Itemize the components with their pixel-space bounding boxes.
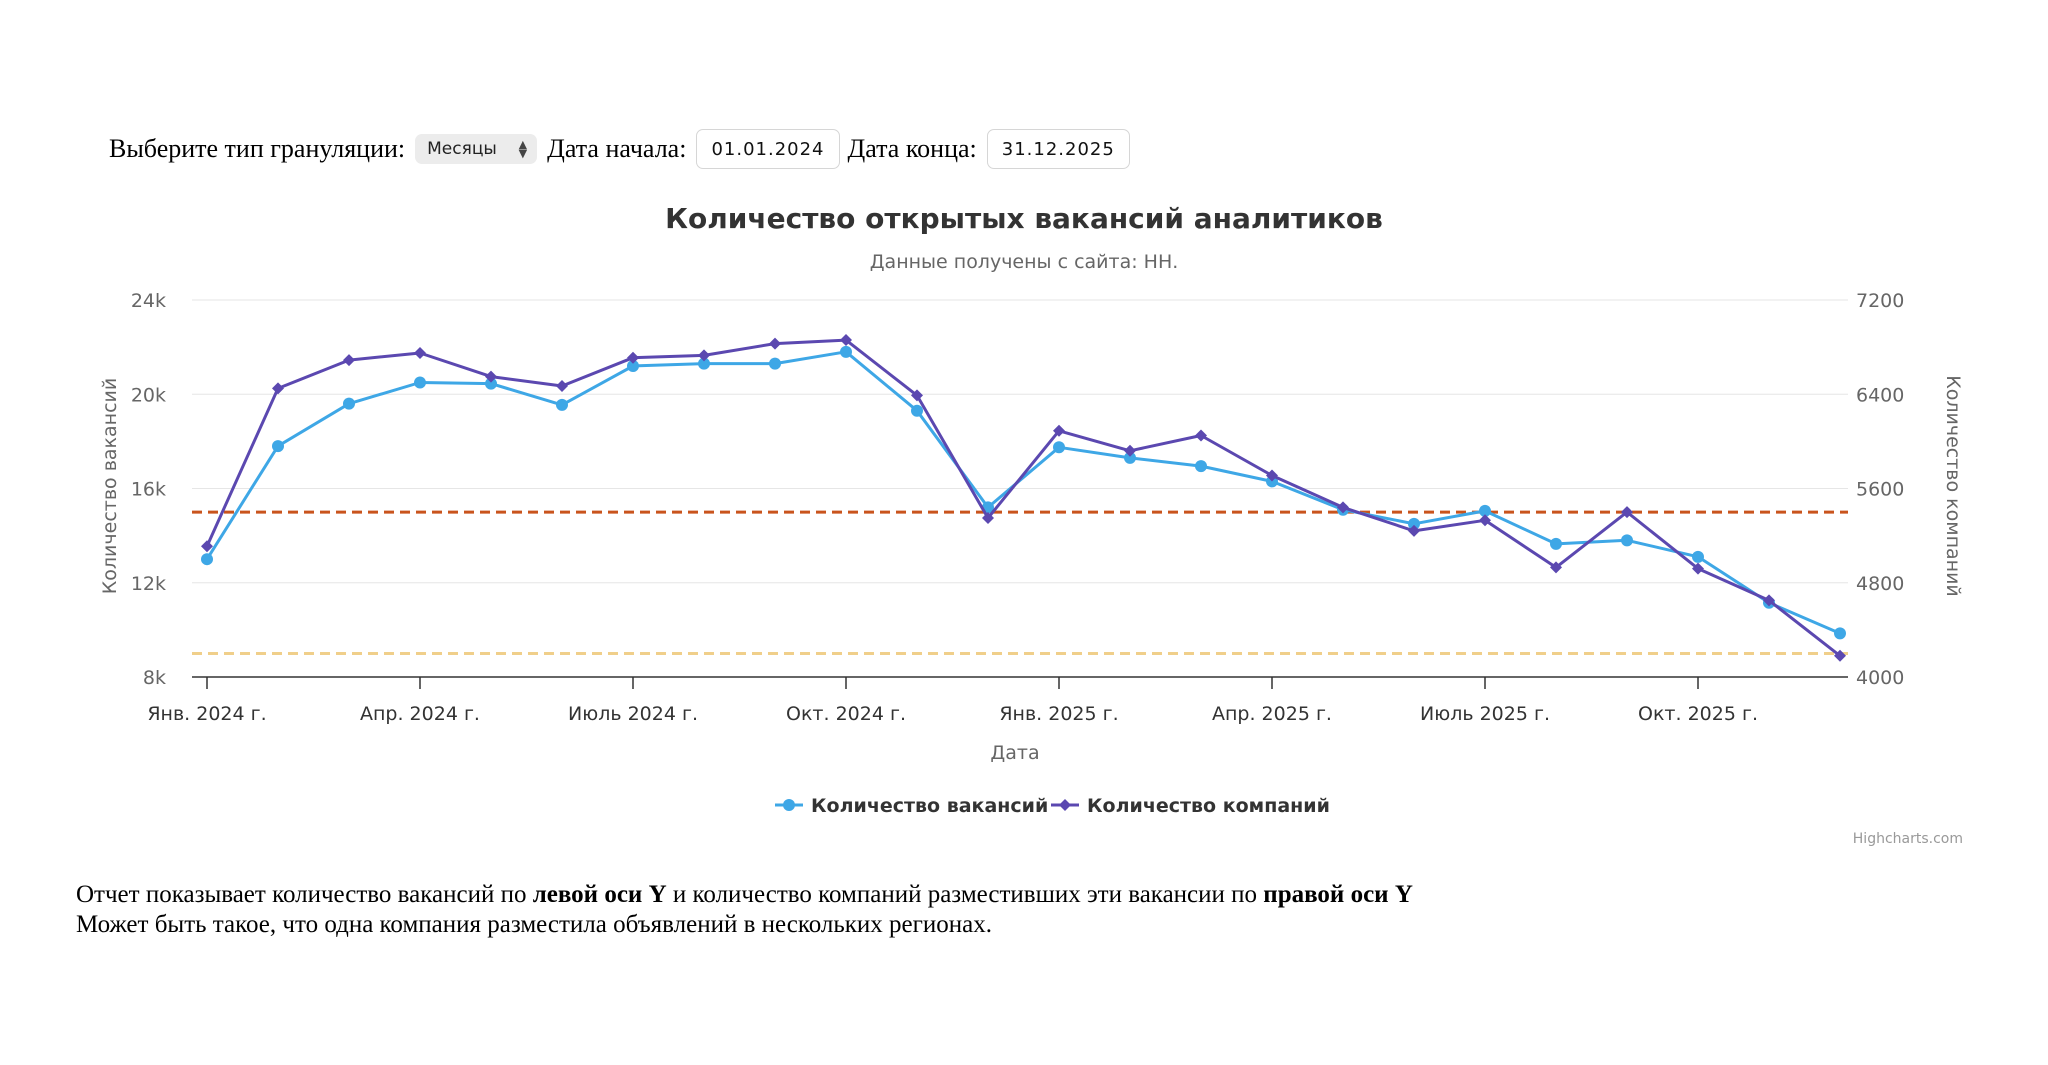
data-point (485, 370, 497, 383)
y-axis-left-title: Количество вакансий (99, 378, 121, 594)
granulation-select-value: Месяцы (427, 139, 497, 159)
y-axis-right-title: Количество компаний (1942, 375, 1964, 597)
x-tick-label: Июль 2024 г. (568, 703, 698, 725)
vacancies-chart: 8k 12k 16k 20k 24k 4000 4800 5600 6400 7200 Янв. 2… (99, 202, 1964, 847)
data-point (1550, 561, 1562, 574)
chart-title: Количество открытых вакансий аналитиков (665, 202, 1383, 235)
legend-label: Количество компаний (1087, 795, 1330, 817)
note-line-2: Может быть такое, что одна компания разм… (76, 911, 992, 938)
x-tick-label: Апр. 2024 г. (360, 703, 480, 725)
y-left-tick-label: 16k (131, 479, 166, 501)
data-point (272, 440, 284, 453)
data-point (627, 359, 639, 372)
grid-lines (192, 299, 1848, 584)
y-right-tick-label: 7200 (1856, 290, 1904, 312)
data-point (1337, 501, 1349, 514)
data-point (840, 345, 852, 358)
highcharts-credits[interactable]: Highcharts.com (1853, 831, 1963, 847)
data-point (1692, 550, 1704, 563)
data-point (1621, 534, 1633, 547)
data-point (1479, 514, 1491, 527)
data-point (201, 540, 213, 553)
legend: Количество вакансий Количество компаний (775, 795, 1330, 817)
data-point (627, 351, 639, 364)
series-line (205, 338, 1841, 657)
data-point (556, 380, 568, 393)
data-point (414, 376, 426, 389)
data-point (982, 511, 994, 524)
x-tick-label: Янв. 2024 г. (147, 703, 266, 725)
data-point (1408, 517, 1420, 530)
data-point (414, 347, 426, 360)
data-point (1834, 649, 1846, 662)
note-line-1: Отчет показывает количество вакансий по … (76, 880, 1976, 910)
data-point (1124, 444, 1136, 457)
chart-subtitle: Данные получены с сайта: НН. (870, 251, 1179, 273)
series-group (201, 334, 1846, 662)
filter-bar: Выберите тип грануляции: Месяцы ▲ ▼ Дата … (109, 128, 1138, 170)
data-point (911, 389, 923, 402)
data-point (769, 357, 781, 370)
data-point (1053, 441, 1065, 454)
report-note: Отчет показывает количество вакансий по … (76, 880, 1976, 940)
x-tick-label: Янв. 2025 г. (999, 703, 1118, 725)
y-left-tick-label: 20k (131, 384, 166, 406)
data-point (840, 334, 852, 347)
series-line (205, 350, 1841, 635)
granulation-label: Выберите тип грануляции: (109, 134, 406, 163)
data-point (911, 404, 923, 417)
x-tick-label: Июль 2025 г. (1420, 703, 1550, 725)
legend-item[interactable]: Количество компаний (1051, 795, 1330, 817)
data-point (272, 382, 284, 395)
data-point (1834, 627, 1846, 640)
y-right-tick-label: 5600 (1856, 479, 1904, 501)
note-right-axis: правой оси Y (1263, 881, 1413, 908)
x-tick-label: Апр. 2025 г. (1212, 703, 1332, 725)
data-point (485, 377, 497, 390)
granulation-select[interactable]: Месяцы ▲ ▼ (415, 134, 538, 164)
plot-lines (192, 510, 1848, 655)
x-tick-label: Окт. 2024 г. (786, 703, 906, 725)
data-point (769, 337, 781, 350)
y-left-tick-label: 12k (131, 573, 166, 595)
end-date-label: Дата конца: (847, 134, 977, 163)
data-point (343, 354, 355, 367)
y-left-tick-label: 24k (131, 290, 166, 312)
note-text-c: и количество компаний разместивших эти в… (666, 881, 1264, 908)
y-right-tick-label: 4800 (1856, 573, 1904, 595)
data-point (698, 357, 710, 370)
legend-marker (783, 799, 795, 811)
data-point (1763, 594, 1775, 607)
data-point (343, 397, 355, 410)
data-point (1124, 451, 1136, 464)
data-point (1053, 424, 1065, 437)
start-date-input[interactable]: 01.01.2024 (696, 129, 840, 169)
data-point (1621, 506, 1633, 519)
data-point (1266, 469, 1278, 482)
data-point (201, 553, 213, 566)
y-left-tick-label: 8k (143, 667, 166, 689)
axes: 8k 12k 16k 20k 24k 4000 4800 5600 6400 7200 Янв. 2… (131, 290, 1905, 725)
legend-item[interactable]: Количество вакансий (775, 795, 1048, 817)
y-right-tick-label: 6400 (1856, 384, 1904, 406)
y-right-tick-label: 4000 (1856, 667, 1904, 689)
data-point (1195, 460, 1207, 473)
data-point (1408, 524, 1420, 537)
note-left-axis: левой оси Y (532, 881, 667, 908)
legend-marker (1059, 799, 1071, 811)
data-point (1195, 429, 1207, 442)
x-axis-title: Дата (990, 742, 1039, 764)
data-point (1550, 537, 1562, 550)
start-date-label: Дата начала: (547, 134, 687, 163)
note-text-a: Отчет показывает количество вакансий по (76, 881, 533, 908)
data-point (556, 398, 568, 411)
x-tick-label: Окт. 2025 г. (1638, 703, 1758, 725)
end-date-input[interactable]: 31.12.2025 (986, 129, 1130, 169)
data-point (698, 349, 710, 362)
data-point (1479, 504, 1491, 517)
data-point (1692, 562, 1704, 575)
chevron-updown-icon: ▲ ▼ (518, 138, 528, 160)
legend-label: Количество вакансий (811, 795, 1048, 817)
